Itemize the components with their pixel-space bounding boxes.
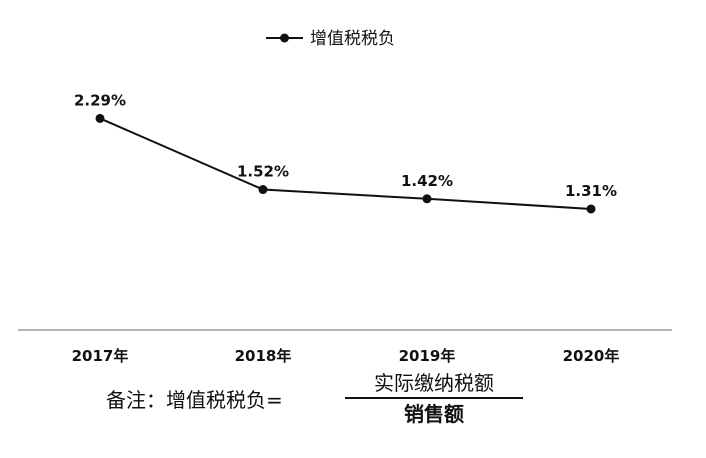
formula-fraction: 实际缴纳税额 销售额	[345, 370, 523, 427]
data-point	[258, 185, 268, 195]
formula-note: 备注：增值税税负= 实际缴纳税额 销售额	[0, 368, 706, 448]
series-layer	[95, 113, 596, 214]
formula-denominator: 销售额	[404, 402, 464, 426]
fraction-bar	[345, 397, 523, 399]
data-label: 1.31%	[565, 182, 617, 200]
x-tick-label: 2020年	[563, 347, 620, 365]
data-labels: 2.29% 1.52% 1.42% 1.31%	[74, 91, 617, 200]
legend-label: 增值税税负	[310, 29, 395, 49]
data-label: 2.29%	[74, 91, 126, 109]
legend-dot-marker	[280, 33, 289, 43]
formula-prefix: 备注：增值税税负=	[106, 388, 283, 412]
series-line	[99, 117, 592, 210]
data-point	[422, 194, 432, 204]
formula-numerator: 实际缴纳税额	[374, 371, 494, 395]
line-chart: 增值税税负 2.29%1.52%1.42%1.31% 2017年 2018年 201…	[18, 29, 672, 365]
x-tick-label: 2018年	[235, 347, 292, 365]
x-tick-label: 2017年	[72, 347, 129, 365]
legend: 增值税税负	[266, 29, 395, 49]
data-label: 1.42%	[401, 172, 453, 190]
data-point	[586, 204, 596, 214]
x-tick-labels: 2017年 2018年 2019年 2020年	[72, 347, 620, 365]
data-point	[95, 113, 105, 123]
data-label: 1.52%	[237, 163, 289, 181]
x-tick-label: 2019年	[399, 347, 456, 365]
